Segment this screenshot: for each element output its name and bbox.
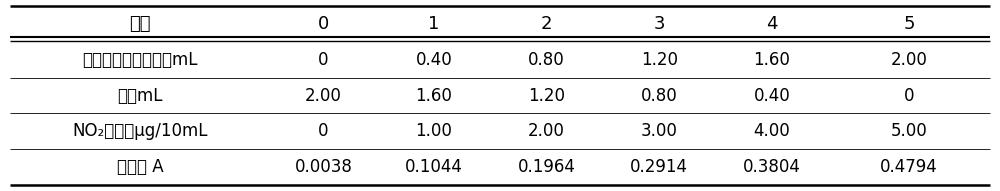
Text: 0: 0 [318, 51, 329, 69]
Text: 1.00: 1.00 [415, 122, 452, 140]
Text: 1.60: 1.60 [754, 51, 790, 69]
Text: 0.40: 0.40 [415, 51, 452, 69]
Text: 5.00: 5.00 [891, 122, 928, 140]
Text: 2: 2 [541, 15, 552, 33]
Text: 2.00: 2.00 [305, 87, 342, 104]
Text: 0.0038: 0.0038 [295, 158, 353, 176]
Text: 1.20: 1.20 [528, 87, 565, 104]
Text: 0.80: 0.80 [528, 51, 565, 69]
Text: 0.3804: 0.3804 [743, 158, 801, 176]
Text: NO₂含量，μg/10mL: NO₂含量，μg/10mL [72, 122, 208, 140]
Text: 0.80: 0.80 [641, 87, 678, 104]
Text: 4: 4 [766, 15, 778, 33]
Text: 4.00: 4.00 [754, 122, 790, 140]
Text: 0: 0 [318, 15, 329, 33]
Text: 5: 5 [903, 15, 915, 33]
Text: 0.4794: 0.4794 [880, 158, 938, 176]
Text: 0.1964: 0.1964 [518, 158, 575, 176]
Text: 0.40: 0.40 [754, 87, 790, 104]
Text: 0: 0 [904, 87, 914, 104]
Text: 3: 3 [654, 15, 665, 33]
Text: 1: 1 [428, 15, 440, 33]
Text: 0.1044: 0.1044 [405, 158, 463, 176]
Text: 吸光度 A: 吸光度 A [117, 158, 163, 176]
Text: 2.00: 2.00 [528, 122, 565, 140]
Text: 1.60: 1.60 [415, 87, 452, 104]
Text: 0.2914: 0.2914 [630, 158, 688, 176]
Text: 2.00: 2.00 [891, 51, 928, 69]
Text: 水，mL: 水，mL [117, 87, 163, 104]
Text: 0: 0 [318, 122, 329, 140]
Text: 序号: 序号 [129, 15, 151, 33]
Text: 3.00: 3.00 [641, 122, 678, 140]
Text: 1.20: 1.20 [641, 51, 678, 69]
Text: 亚瞅酸钔标准溶液，mL: 亚瞅酸钔标准溶液，mL [82, 51, 198, 69]
